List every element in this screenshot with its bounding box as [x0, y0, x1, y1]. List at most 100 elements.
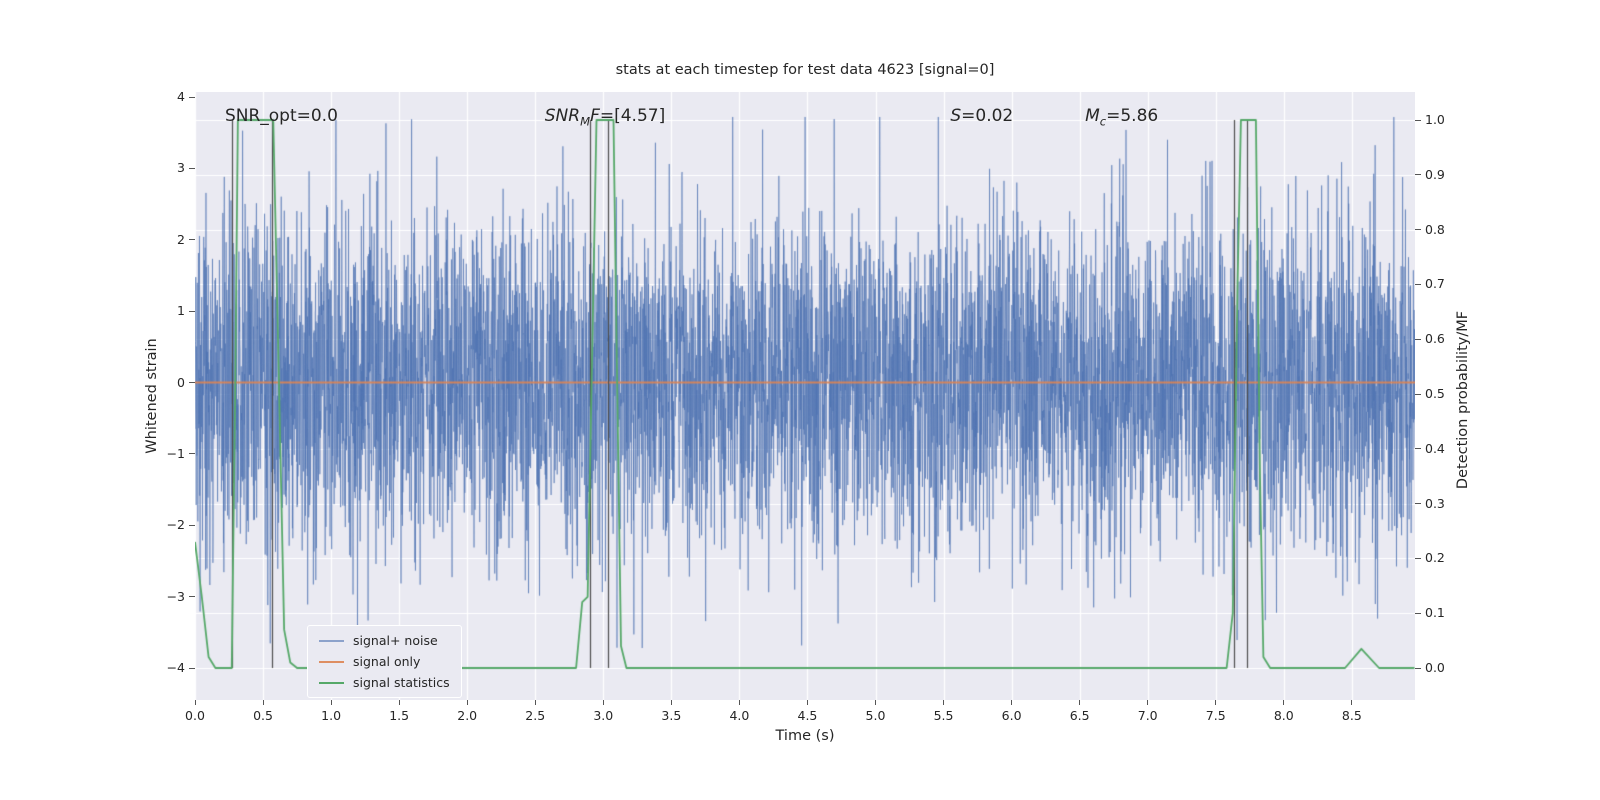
- x-tick-label: 4.0: [729, 708, 750, 723]
- y-tick-mark-left: [189, 167, 195, 169]
- y-tick-label-right: 0.8: [1425, 221, 1445, 237]
- legend-label: signal+ noise: [353, 633, 438, 648]
- y-tick-label-left: −2: [166, 517, 185, 533]
- x-tick-label: 5.5: [933, 708, 954, 723]
- y-tick-label-left: −1: [166, 445, 185, 461]
- x-tick-mark: [1011, 700, 1013, 705]
- x-tick-label: 3.0: [593, 708, 614, 723]
- y-tick-label-right: 0.9: [1425, 166, 1445, 182]
- y-tick-mark-right: [1415, 503, 1421, 505]
- y-tick-label-right: 0.1: [1425, 605, 1445, 621]
- y-tick-mark-right: [1415, 119, 1421, 121]
- stat-annotation: SNRMF=[4.57]: [545, 106, 665, 128]
- x-tick-label: 8.0: [1273, 708, 1294, 723]
- x-tick-label: 6.5: [1069, 708, 1090, 723]
- x-tick-label: 1.0: [321, 708, 342, 723]
- x-tick-mark: [670, 700, 672, 705]
- y-tick-mark-right: [1415, 283, 1421, 285]
- plot-area: SNR_opt=0.0 SNRMF=[4.57] S=0.02 Mc=5.86 sig…: [195, 92, 1415, 700]
- y-tick-label-left: 1: [177, 303, 185, 319]
- annotation-text: =0.02: [961, 106, 1014, 127]
- legend-item-signal-statistics: signal statistics: [319, 675, 450, 690]
- y-axis-label-left: Whitened strain: [144, 338, 160, 454]
- annotation-text: SNR_opt=0.0: [224, 106, 338, 127]
- y-tick-mark-left: [189, 310, 195, 312]
- y-tick-label-right: 0.2: [1425, 550, 1445, 566]
- y-axis-label-right: Detection probability/MF: [1455, 310, 1471, 490]
- y-tick-label-left: 4: [177, 89, 185, 104]
- x-tick-mark: [398, 700, 400, 705]
- y-tick-mark-left: [189, 667, 195, 669]
- y-tick-mark-right: [1415, 448, 1421, 450]
- annotation-text: =5.86: [1106, 106, 1159, 127]
- y-tick-label-right: 0.3: [1425, 495, 1445, 511]
- x-tick-label: 7.5: [1205, 708, 1226, 723]
- y-tick-mark-left: [189, 453, 195, 455]
- y-tick-label-left: −4: [166, 660, 185, 675]
- y-tick-mark-right: [1415, 393, 1421, 395]
- y-tick-label-right: 0.4: [1425, 440, 1445, 456]
- y-tick-label-right: 1.0: [1425, 112, 1445, 127]
- annotation-text: M: [1085, 106, 1100, 127]
- y-tick-label-right: 0.7: [1425, 276, 1445, 292]
- annotation-text: S: [950, 106, 962, 127]
- x-tick-mark: [330, 700, 332, 705]
- y-tick-label-left: 0: [177, 374, 185, 390]
- chart-title: stats at each timestep for test data 462…: [615, 62, 995, 78]
- x-tick-label: 2.5: [525, 708, 546, 723]
- x-tick-mark: [1079, 700, 1081, 705]
- x-tick-mark: [194, 700, 196, 705]
- x-tick-mark: [1283, 700, 1285, 705]
- y-tick-mark-left: [189, 96, 195, 98]
- legend-line-swatch: [319, 639, 344, 642]
- y-tick-mark-right: [1415, 338, 1421, 340]
- x-tick-label: 5.0: [865, 708, 886, 723]
- x-tick-label: 8.5: [1341, 708, 1362, 723]
- x-tick-label: 7.0: [1137, 708, 1158, 723]
- legend-line-swatch: [319, 681, 344, 684]
- y-tick-label-right: 0.0: [1425, 660, 1445, 675]
- legend: signal+ noise signal only signal statistic…: [307, 625, 462, 698]
- y-tick-mark-right: [1415, 557, 1421, 559]
- x-tick-mark: [534, 700, 536, 705]
- x-tick-mark: [806, 700, 808, 705]
- x-tick-mark: [875, 700, 876, 705]
- x-tick-mark: [602, 700, 604, 705]
- x-axis-label: Time (s): [775, 728, 835, 744]
- legend-item-signal-only: signal only: [319, 654, 450, 669]
- plot-canvas: [195, 92, 1415, 700]
- annotation-text: M: [580, 114, 591, 129]
- y-tick-label-right: 0.6: [1425, 331, 1445, 347]
- legend-line-swatch: [319, 660, 344, 663]
- x-tick-mark: [1147, 700, 1149, 705]
- y-tick-mark-left: [189, 524, 195, 526]
- legend-label: signal only: [353, 654, 421, 669]
- x-tick-mark: [1351, 700, 1353, 705]
- y-tick-label-right: 0.5: [1425, 386, 1445, 401]
- x-tick-label: 0.0: [185, 708, 205, 723]
- y-tick-label-left: −3: [166, 588, 185, 604]
- x-tick-mark: [262, 700, 264, 705]
- x-tick-mark: [1215, 700, 1217, 705]
- y-tick-mark-left: [189, 596, 195, 598]
- x-tick-mark: [738, 700, 740, 705]
- stat-annotation: S=0.02: [950, 106, 1013, 126]
- legend-label: signal statistics: [353, 675, 450, 690]
- x-tick-mark: [943, 700, 945, 705]
- y-tick-mark-right: [1415, 229, 1421, 231]
- y-tick-mark-left: [189, 239, 195, 241]
- y-tick-mark-right: [1415, 612, 1421, 614]
- y-tick-mark-right: [1415, 174, 1421, 176]
- x-tick-mark: [466, 700, 468, 705]
- legend-item-signal-noise: signal+ noise: [319, 633, 450, 648]
- y-tick-label-left: 2: [177, 231, 185, 247]
- x-tick-label: 3.5: [661, 708, 682, 723]
- annotation-text: c: [1099, 114, 1107, 129]
- x-tick-label: 1.5: [389, 708, 410, 723]
- x-tick-label: 4.5: [797, 708, 818, 723]
- annotation-text: =[4.57]: [599, 106, 666, 127]
- x-tick-label: 2.0: [457, 708, 478, 723]
- y-tick-mark-left: [189, 382, 195, 383]
- y-tick-mark-right: [1415, 667, 1421, 669]
